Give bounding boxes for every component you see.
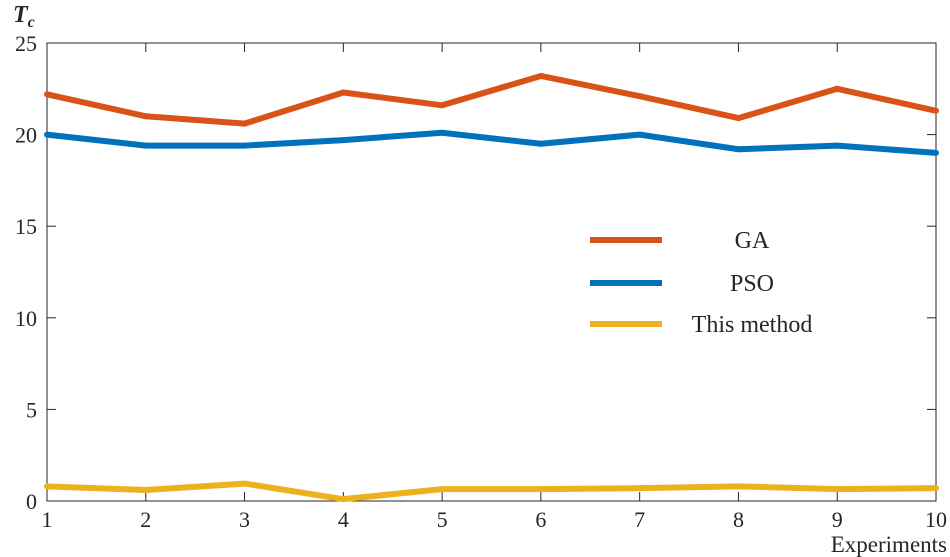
axes: 0 5 10 15 20 25 1 2 3 4 5 6 7 8 9 10: [15, 31, 947, 532]
data-point-this-method: [340, 496, 347, 503]
data-point-pso: [241, 142, 248, 149]
data-point-pso: [933, 149, 939, 156]
series-this-method: [44, 480, 939, 503]
y-axis-label-main: T: [13, 2, 29, 28]
data-point-this-method: [439, 486, 446, 493]
plot-area-frame: [46, 42, 937, 502]
data-point-pso: [636, 131, 643, 138]
series-lines: [44, 72, 939, 503]
x-tick-label: 3: [239, 507, 250, 532]
data-point-ga: [241, 120, 248, 127]
data-point-pso: [735, 146, 742, 153]
series-line-this-method: [46, 480, 937, 503]
data-point-this-method: [834, 486, 841, 493]
x-tick-label: 9: [832, 507, 843, 532]
legend-label-ga: GA: [735, 228, 770, 254]
data-point-this-method: [636, 485, 643, 492]
y-tick-label: 10: [15, 306, 37, 331]
data-point-pso: [340, 137, 347, 144]
y-tick-label: 25: [15, 31, 37, 56]
y-axis-label: Tc: [13, 2, 35, 31]
x-tick-label: 1: [42, 507, 53, 532]
series-line-ga: [46, 72, 937, 127]
data-point-ga: [735, 115, 742, 122]
data-point-ga: [439, 102, 446, 109]
data-point-ga: [142, 113, 149, 120]
y-tick-label: 5: [26, 397, 37, 422]
data-point-pso: [142, 142, 149, 149]
series-line-pso: [46, 129, 937, 156]
x-tick-label: 7: [634, 507, 645, 532]
x-tick-label: 10: [925, 507, 947, 532]
y-tick-label: 20: [15, 123, 37, 148]
y-tick-label: 0: [26, 489, 37, 514]
data-point-this-method: [933, 485, 939, 492]
data-point-this-method: [142, 487, 149, 494]
data-point-pso: [537, 140, 544, 147]
data-point-ga: [44, 91, 50, 98]
series-pso: [44, 129, 939, 156]
data-point-this-method: [241, 480, 248, 487]
x-tick-label: 2: [140, 507, 151, 532]
legend: GA PSO This method: [590, 228, 812, 338]
legend-label-this-method: This method: [692, 312, 813, 338]
data-point-ga: [636, 93, 643, 100]
data-point-ga: [933, 107, 939, 114]
data-point-pso: [834, 142, 841, 149]
x-tick-label: 6: [535, 507, 546, 532]
data-point-ga: [537, 72, 544, 79]
x-tick-label: 4: [338, 507, 349, 532]
data-point-pso: [439, 129, 446, 136]
y-tick-label: 15: [15, 214, 37, 239]
x-axis-label: Experiments: [831, 532, 947, 557]
data-point-this-method: [44, 483, 50, 490]
x-tick-label: 5: [437, 507, 448, 532]
legend-label-pso: PSO: [730, 271, 774, 297]
data-point-this-method: [537, 486, 544, 493]
data-point-pso: [44, 131, 50, 138]
data-point-this-method: [735, 483, 742, 490]
y-axis-label-subscript: c: [28, 14, 35, 31]
x-tick-label: 8: [733, 507, 744, 532]
data-point-ga: [834, 85, 841, 92]
data-point-ga: [340, 89, 347, 96]
series-ga: [44, 72, 939, 127]
